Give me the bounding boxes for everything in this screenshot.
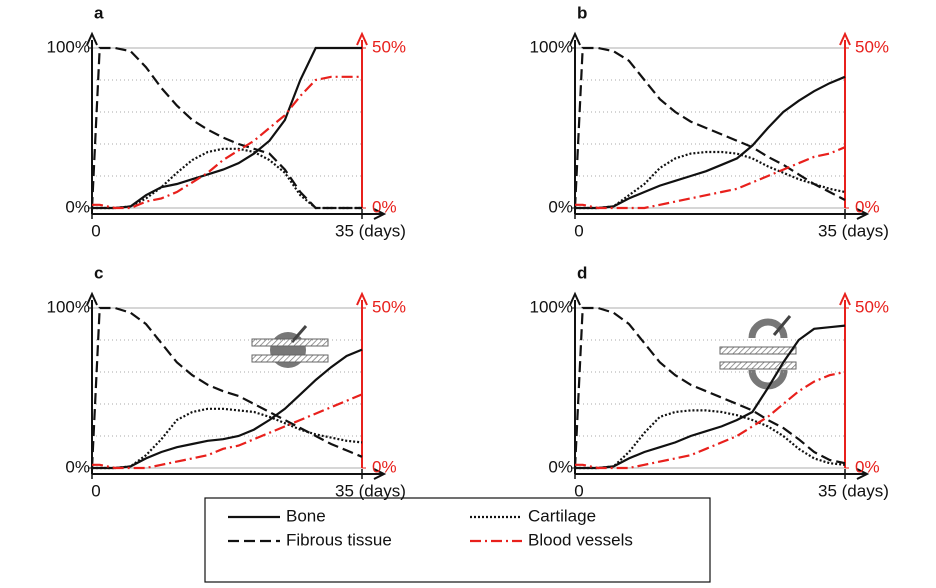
series-line — [575, 150, 846, 210]
y-tick-label: 100% — [47, 37, 90, 56]
panel-label: b — [577, 3, 587, 22]
x-tick-label: 0 — [574, 481, 583, 500]
plot-frame — [574, 47, 846, 209]
y2-tick-label: 0% — [855, 457, 880, 476]
y-axis-arrow — [569, 291, 581, 306]
plot-frame — [574, 307, 846, 469]
legend-label: Bone — [286, 506, 326, 525]
x-axis-arrow — [856, 468, 870, 480]
x-axis-arrow — [373, 208, 387, 220]
panel-label: c — [94, 263, 103, 282]
y-tick-label: 0% — [548, 457, 573, 476]
y-axis-arrow — [86, 291, 98, 306]
plot-frame — [91, 47, 363, 209]
series-line — [92, 147, 362, 210]
y2-tick-label: 0% — [372, 457, 397, 476]
y-tick-label: 0% — [65, 197, 90, 216]
y2-tick-label: 50% — [372, 297, 406, 316]
legend-box — [204, 497, 711, 583]
x-axis-arrow — [856, 208, 870, 220]
panel-label: a — [94, 3, 104, 22]
y2-axis-arrow — [356, 291, 368, 306]
legend-label: Fibrous tissue — [286, 530, 392, 549]
y2-tick-label: 0% — [372, 197, 397, 216]
series-line — [573, 46, 846, 209]
y2-axis-arrow — [839, 31, 851, 46]
y2-tick-label: 50% — [372, 37, 406, 56]
y-axis-arrow — [569, 31, 581, 46]
series-line — [90, 306, 363, 469]
x-tick-label: 35 (days) — [818, 221, 889, 240]
series-line — [92, 393, 363, 470]
y2-tick-label: 50% — [855, 297, 889, 316]
series-line — [575, 370, 846, 470]
y2-tick-label: 50% — [855, 37, 889, 56]
y-tick-label: 0% — [548, 197, 573, 216]
series-line — [573, 306, 846, 469]
series-line — [92, 75, 362, 210]
series-line — [575, 324, 846, 470]
implant-icon — [719, 315, 797, 390]
x-tick-label: 35 (days) — [818, 481, 889, 500]
series-line — [92, 348, 363, 470]
plot-frame — [91, 307, 363, 469]
y2-axis-arrow — [356, 31, 368, 46]
x-tick-label: 35 (days) — [335, 481, 406, 500]
legend-label: Blood vessels — [528, 530, 633, 549]
y2-tick-label: 0% — [855, 197, 880, 216]
x-tick-label: 0 — [91, 221, 100, 240]
series-line — [90, 46, 362, 210]
series-line — [575, 75, 846, 210]
y-tick-label: 100% — [530, 37, 573, 56]
y-tick-label: 100% — [47, 297, 90, 316]
x-tick-label: 35 (days) — [335, 221, 406, 240]
panel-label: d — [577, 263, 587, 282]
x-tick-label: 0 — [574, 221, 583, 240]
x-axis-arrow — [373, 468, 387, 480]
y-axis-arrow — [86, 31, 98, 46]
legend-label: Cartilage — [528, 506, 596, 525]
y-tick-label: 0% — [65, 457, 90, 476]
implant-icon — [251, 325, 329, 368]
y-tick-label: 100% — [530, 297, 573, 316]
series-line — [575, 146, 846, 210]
series-line — [575, 409, 846, 470]
y2-axis-arrow — [839, 291, 851, 306]
x-tick-label: 0 — [91, 481, 100, 500]
series-line — [92, 46, 362, 210]
series-line — [92, 407, 363, 470]
